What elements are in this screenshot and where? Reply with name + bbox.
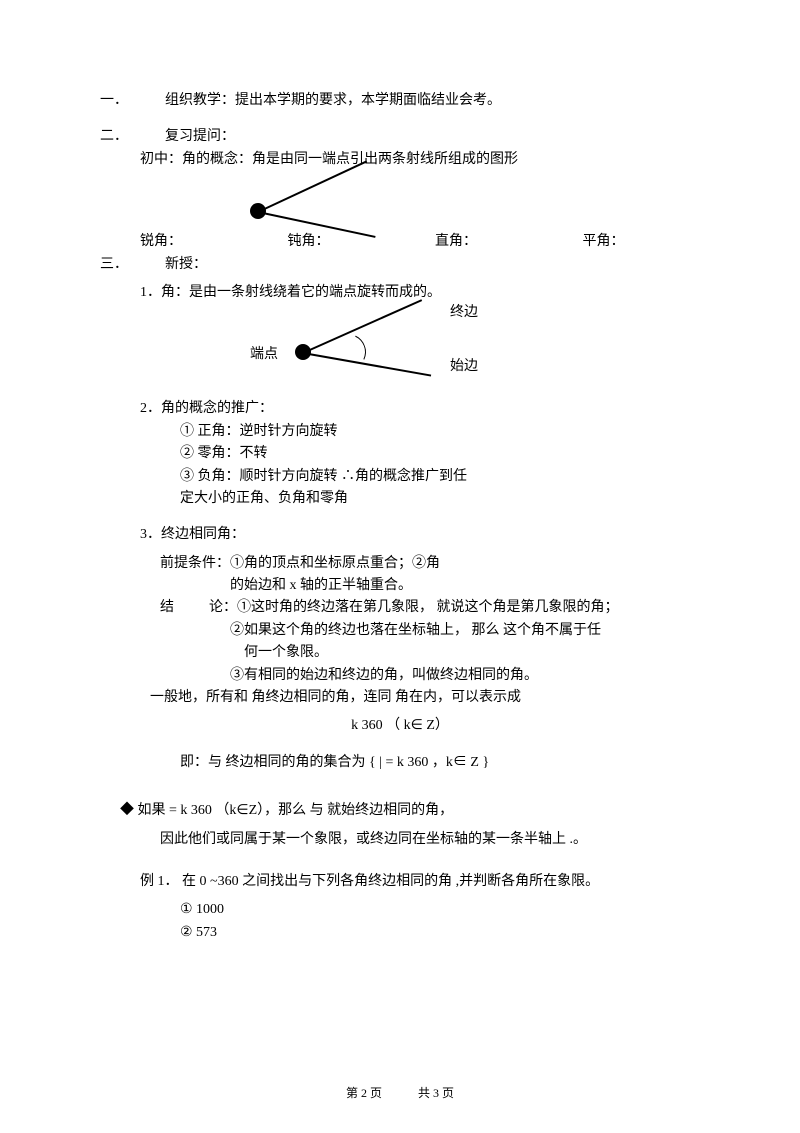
premise-row: 前提条件：①角的顶点和坐标原点重合；②角 <box>100 553 700 575</box>
section-3-heading: 三． 新授： <box>100 254 700 276</box>
item1-head: 1．角：是由一条射线绕着它的端点旋转而成的。 <box>100 282 700 304</box>
section-1: 一． 组织教学：提出本学期的要求，本学期面临结业会考。 <box>100 90 700 112</box>
angle-diagram-1 <box>250 171 420 231</box>
item2-l3: ③ 负角：顺时针方向旋转 ∴角的概念推广到任 <box>100 466 700 488</box>
diamond-stmt-2: 因此他们或同属于某一个象限，或终边同在坐标轴的某一条半轴上 .。 <box>100 829 700 851</box>
con-2b: 何一个象限。 <box>100 642 700 664</box>
item2-l1: ① 正角：逆时针方向旋转 <box>100 421 700 443</box>
initial-label: 始边 <box>450 356 478 378</box>
sec2-title: 复习提问： <box>165 129 235 144</box>
acute-label: 锐角： <box>140 231 258 253</box>
example-1-a: ① 1000 <box>100 899 700 921</box>
example-1-head: 例 1． 在 0 ~360 之间找出与下列各角终边相同的角 ,并判断各角所在象限… <box>100 871 700 893</box>
sec1-text: 组织教学：提出本学期的要求，本学期面临结业会考。 <box>165 93 501 108</box>
premise-label: 前提条件： <box>160 556 230 571</box>
page-footer: 第 2 页 共 3 页 <box>0 1084 800 1103</box>
obtuse-label: 钝角： <box>288 231 406 253</box>
footer-page: 第 2 页 <box>346 1086 382 1100</box>
angle-diagram-2: 端点 终边 始边 <box>220 304 560 384</box>
set-expression: 即：与 终边相同的角的集合为 { | = k 360 ，k∈ Z } <box>100 752 700 774</box>
straight-label: 平角： <box>583 231 701 253</box>
general-stmt: 一般地，所有和 角终边相同的角，连同 角在内，可以表示成 <box>100 687 700 709</box>
conclusion-row: 结 论：①这时角的终边落在第几象限， 就说这个角是第几象限的角； <box>100 597 700 619</box>
section-2-heading: 二． 复习提问： <box>100 126 700 148</box>
right-label: 直角： <box>435 231 553 253</box>
example-1-b: ② 573 <box>100 922 700 944</box>
item2-head: 2．角的概念的推广： <box>100 398 700 420</box>
con-label2: 论： <box>209 600 237 615</box>
con-1: ①这时角的终边落在第几象限， 就说这个角是第几象限的角； <box>237 600 619 615</box>
diamond-stmt: ◆ 如果 = k 360 （k∈Z），那么 与 就始终边相同的角， <box>100 800 700 822</box>
initial-ray <box>303 352 431 377</box>
con-label: 结 <box>160 600 174 615</box>
item3-head: 3．终边相同角： <box>100 524 700 546</box>
item2-l2: ② 零角：不转 <box>100 443 700 465</box>
angle-types-row: 锐角： 钝角： 直角： 平角： <box>100 231 700 253</box>
con-3: ③有相同的始边和终边的角，叫做终边相同的角。 <box>100 665 700 687</box>
arc-icon <box>325 329 371 375</box>
sec1-num: 一． <box>100 93 128 108</box>
footer-total: 共 3 页 <box>418 1086 454 1100</box>
premise-1: ①角的顶点和坐标原点重合；②角 <box>230 556 440 571</box>
formula-1: k 360 （ k∈ Z） <box>100 715 700 737</box>
premise-2: 的始边和 x 轴的正半轴重合。 <box>100 575 700 597</box>
terminal-label: 终边 <box>450 302 478 324</box>
sec2-line1: 初中：角的概念：角是由同一端点引出两条射线所组成的图形 <box>100 149 700 171</box>
item2-l4: 定大小的正角、负角和零角 <box>100 488 700 510</box>
sec3-num: 三． <box>100 257 128 272</box>
vertex-label: 端点 <box>250 344 278 366</box>
con-2: ②如果这个角的终边也落在坐标轴上， 那么 这个角不属于任 <box>100 620 700 642</box>
sec3-title: 新授： <box>165 257 207 272</box>
sec2-num: 二． <box>100 129 128 144</box>
